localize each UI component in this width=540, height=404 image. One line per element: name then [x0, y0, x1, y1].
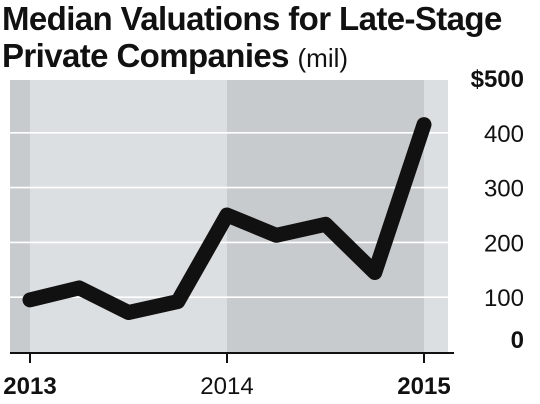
plot-band-pre-2013	[10, 80, 30, 353]
y-tick-label: 100	[484, 285, 524, 312]
chart-title-main: Private Companies	[2, 37, 290, 74]
y-tick-label: $500	[471, 66, 524, 93]
y-tick-label: 0	[511, 327, 524, 354]
chart-title: Median Valuations for Late-Stage Private…	[2, 0, 502, 77]
x-tick-label: 2013	[3, 373, 56, 400]
y-tick-label: 400	[484, 121, 524, 148]
chart-title-line2: Private Companies (mil)	[2, 37, 502, 77]
chart-title-unit: (mil)	[297, 43, 349, 73]
x-tick-label: 2015	[397, 373, 450, 400]
y-tick-label: 300	[484, 176, 524, 203]
y-tick-label: 200	[484, 230, 524, 257]
chart-title-line1: Median Valuations for Late-Stage	[2, 0, 502, 37]
x-tick-label: 2014	[200, 373, 253, 400]
